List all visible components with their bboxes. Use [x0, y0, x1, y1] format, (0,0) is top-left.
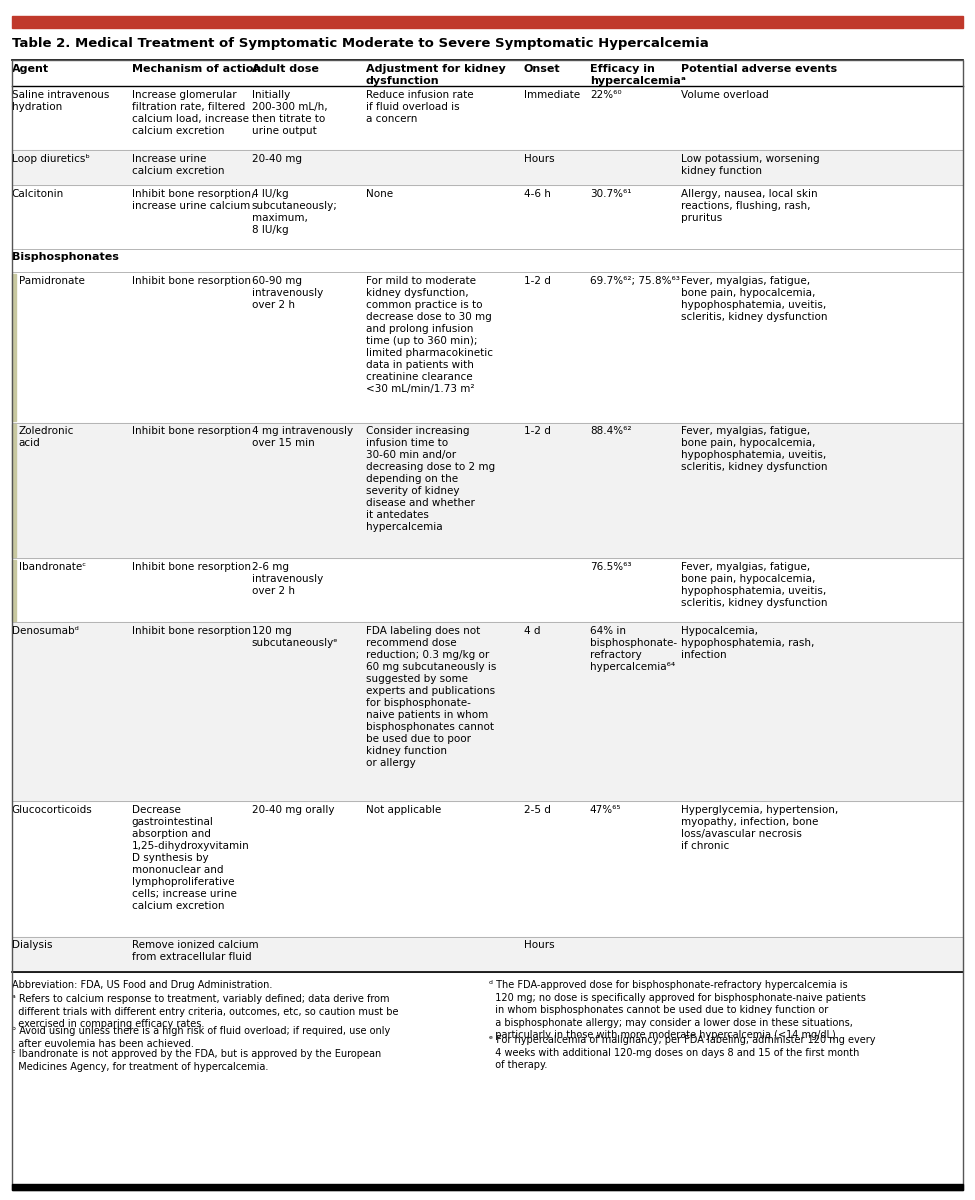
Text: Inhibit bone resorption: Inhibit bone resorption [132, 562, 251, 572]
Text: Denosumabᵈ: Denosumabᵈ [12, 626, 79, 636]
Text: Immediate: Immediate [524, 90, 580, 100]
Text: 88.4%⁶²: 88.4%⁶² [590, 426, 632, 436]
Text: 2-5 d: 2-5 d [524, 805, 551, 815]
Text: Inhibit bone resorption: Inhibit bone resorption [132, 426, 251, 436]
Text: Remove ionized calcium
from extracellular fluid: Remove ionized calcium from extracellula… [132, 941, 258, 962]
Text: ᵇ Avoid using unless there is a high risk of fluid overload; if required, use on: ᵇ Avoid using unless there is a high ris… [12, 1026, 390, 1049]
Text: Table 2. Medical Treatment of Symptomatic Moderate to Severe Symptomatic Hyperca: Table 2. Medical Treatment of Symptomati… [12, 37, 709, 50]
Text: Hours: Hours [524, 154, 554, 164]
Text: Inhibit bone resorption: Inhibit bone resorption [132, 626, 251, 636]
Text: 60-90 mg
intravenously
over 2 h: 60-90 mg intravenously over 2 h [252, 276, 323, 310]
Text: 4 mg intravenously
over 15 min: 4 mg intravenously over 15 min [252, 426, 353, 448]
Text: Inhibit bone resorption,
increase urine calcium: Inhibit bone resorption, increase urine … [132, 190, 254, 211]
Text: ᵉ For hypercalcemia of malignancy, per FDA labeling, administer 120 mg every
  4: ᵉ For hypercalcemia of malignancy, per F… [489, 1036, 876, 1070]
Text: 69.7%⁶²; 75.8%⁶³: 69.7%⁶²; 75.8%⁶³ [590, 276, 680, 286]
Text: Increase urine
calcium excretion: Increase urine calcium excretion [132, 154, 224, 176]
Text: ᵈ The FDA-approved dose for bisphosphonate-refractory hypercalcemia is
  120 mg;: ᵈ The FDA-approved dose for bisphosphona… [489, 980, 867, 1040]
Text: Abbreviation: FDA, US Food and Drug Administration.: Abbreviation: FDA, US Food and Drug Admi… [12, 980, 272, 990]
Text: Mechanism of action: Mechanism of action [132, 64, 261, 73]
Text: For mild to moderate
kidney dysfunction,
common practice is to
decrease dose to : For mild to moderate kidney dysfunction,… [366, 276, 492, 394]
Text: 20-40 mg: 20-40 mg [252, 154, 301, 164]
Text: 2-6 mg
intravenously
over 2 h: 2-6 mg intravenously over 2 h [252, 562, 323, 596]
Bar [12, 16, 963, 28]
Text: Volume overload: Volume overload [681, 90, 768, 100]
Text: Hypocalcemia,
hypophosphatemia, rash,
infection: Hypocalcemia, hypophosphatemia, rash, in… [681, 626, 814, 660]
Text: Adult dose: Adult dose [252, 64, 319, 73]
Text: 22%⁶⁰: 22%⁶⁰ [590, 90, 621, 100]
Text: Dialysis: Dialysis [12, 941, 53, 950]
Bar [12, 559, 16, 622]
Text: Fever, myalgias, fatigue,
bone pain, hypocalcemia,
hypophosphatemia, uveitis,
sc: Fever, myalgias, fatigue, bone pain, hyp… [681, 562, 827, 608]
Text: 20-40 mg orally: 20-40 mg orally [252, 805, 334, 815]
Bar [12, 1184, 963, 1190]
Text: Hyperglycemia, hypertension,
myopathy, infection, bone
loss/avascular necrosis
i: Hyperglycemia, hypertension, myopathy, i… [681, 805, 838, 851]
Text: Pamidronate: Pamidronate [19, 276, 85, 286]
Text: Glucocorticoids: Glucocorticoids [12, 805, 93, 815]
Text: Not applicable: Not applicable [366, 805, 441, 815]
Text: 1-2 d: 1-2 d [524, 276, 551, 286]
Text: Ibandronateᶜ: Ibandronateᶜ [19, 562, 86, 572]
Text: Allergy, nausea, local skin
reactions, flushing, rash,
pruritus: Allergy, nausea, local skin reactions, f… [681, 190, 817, 223]
Text: Initially
200-300 mL/h,
then titrate to
urine output: Initially 200-300 mL/h, then titrate to … [252, 90, 328, 136]
Bar [12, 424, 16, 557]
Text: Hours: Hours [524, 941, 554, 950]
Bar [12, 274, 16, 421]
Text: 120 mg
subcutaneouslyᵉ: 120 mg subcutaneouslyᵉ [252, 626, 338, 648]
Text: 1-2 d: 1-2 d [524, 426, 551, 436]
Text: ᵃ Refers to calcium response to treatment, variably defined; data derive from
  : ᵃ Refers to calcium response to treatmen… [12, 995, 398, 1030]
Text: None: None [366, 190, 393, 199]
Text: Loop diureticsᵇ: Loop diureticsᵇ [12, 154, 90, 164]
Text: 4-6 h: 4-6 h [524, 190, 551, 199]
Text: Bisphosphonates: Bisphosphonates [12, 252, 119, 262]
Text: Reduce infusion rate
if fluid overload is
a concern: Reduce infusion rate if fluid overload i… [366, 90, 473, 124]
Bar [12, 422, 963, 558]
Text: ᶜ Ibandronate is not approved by the FDA, but is approved by the European
  Medi: ᶜ Ibandronate is not approved by the FDA… [12, 1049, 381, 1072]
Text: FDA labeling does not
recommend dose
reduction; 0.3 mg/kg or
60 mg subcutaneousl: FDA labeling does not recommend dose red… [366, 626, 496, 768]
Text: 64% in
bisphosphonate-
refractory
hypercalcemia⁶⁴: 64% in bisphosphonate- refractory hyperc… [590, 626, 677, 672]
Text: Increase glomerular
filtration rate, filtered
calcium load, increase
calcium exc: Increase glomerular filtration rate, fil… [132, 90, 249, 136]
Text: Decrease
gastrointestinal
absorption and
1,25-dihydroxyvitamin
D synthesis by
mo: Decrease gastrointestinal absorption and… [132, 805, 250, 911]
Text: 76.5%⁶³: 76.5%⁶³ [590, 562, 632, 572]
Bar [12, 623, 963, 802]
Text: 4 IU/kg
subcutaneously;
maximum,
8 IU/kg: 4 IU/kg subcutaneously; maximum, 8 IU/kg [252, 190, 337, 235]
Text: Low potassium, worsening
kidney function: Low potassium, worsening kidney function [681, 154, 819, 176]
Text: Fever, myalgias, fatigue,
bone pain, hypocalcemia,
hypophosphatemia, uveitis,
sc: Fever, myalgias, fatigue, bone pain, hyp… [681, 276, 827, 322]
Text: Efficacy in
hypercalcemiaᵃ: Efficacy in hypercalcemiaᵃ [590, 64, 685, 86]
Text: Zoledronic
acid: Zoledronic acid [19, 426, 74, 448]
Text: Fever, myalgias, fatigue,
bone pain, hypocalcemia,
hypophosphatemia, uveitis,
sc: Fever, myalgias, fatigue, bone pain, hyp… [681, 426, 827, 472]
Bar [12, 937, 963, 972]
Text: Potential adverse events: Potential adverse events [681, 64, 837, 73]
Text: Saline intravenous
hydration: Saline intravenous hydration [12, 90, 109, 112]
Text: Calcitonin: Calcitonin [12, 190, 64, 199]
Text: 47%⁶⁵: 47%⁶⁵ [590, 805, 621, 815]
Bar [12, 150, 963, 186]
Text: Onset: Onset [524, 64, 561, 73]
Text: Inhibit bone resorption: Inhibit bone resorption [132, 276, 251, 286]
Text: Consider increasing
infusion time to
30-60 min and/or
decreasing dose to 2 mg
de: Consider increasing infusion time to 30-… [366, 426, 494, 532]
Text: 4 d: 4 d [524, 626, 540, 636]
Text: Agent: Agent [12, 64, 49, 73]
Text: 30.7%⁶¹: 30.7%⁶¹ [590, 190, 632, 199]
Text: Adjustment for kidney
dysfunction: Adjustment for kidney dysfunction [366, 64, 505, 86]
